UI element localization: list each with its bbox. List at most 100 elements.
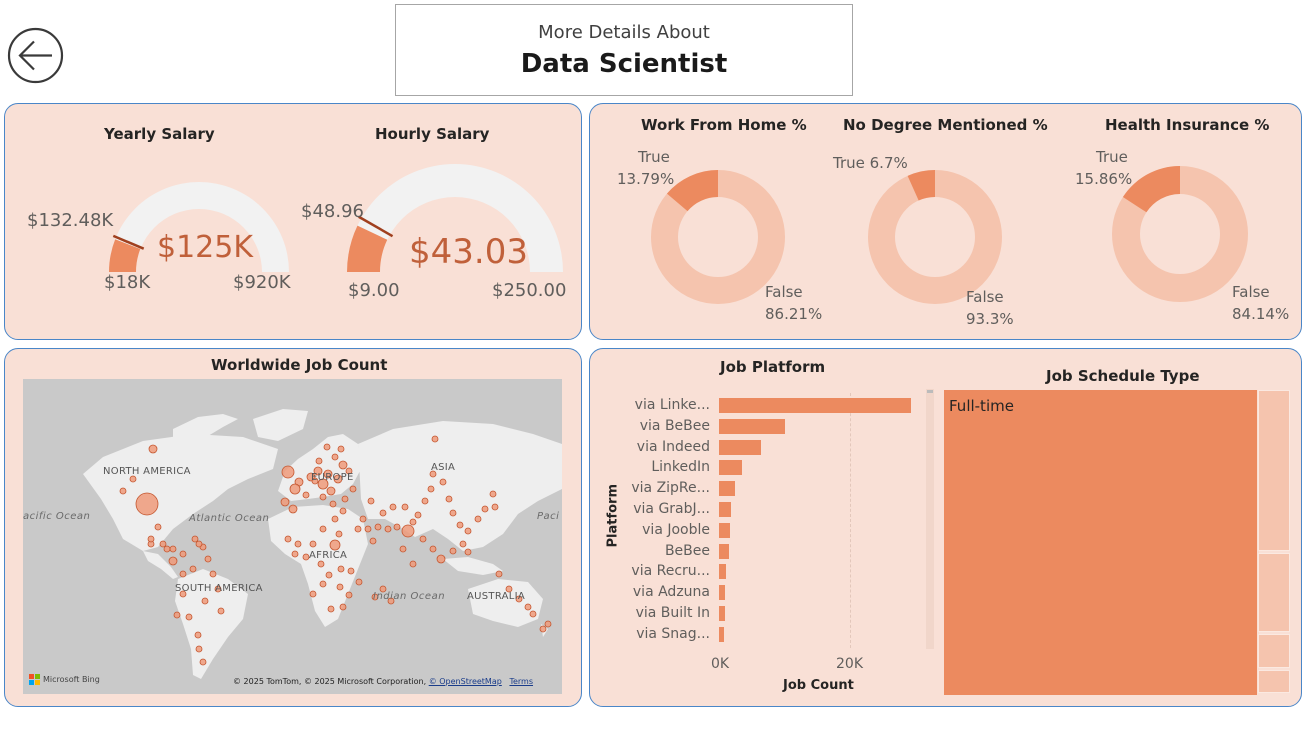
job-location-marker[interactable]	[337, 565, 345, 573]
job-location-marker[interactable]	[281, 465, 295, 479]
job-location-marker[interactable]	[431, 435, 439, 443]
job-location-marker[interactable]	[374, 523, 382, 531]
job-location-marker[interactable]	[384, 525, 392, 533]
job-location-marker[interactable]	[367, 497, 375, 505]
job-location-marker[interactable]	[302, 491, 310, 499]
platform-bar[interactable]	[719, 439, 761, 455]
job-location-marker[interactable]	[379, 509, 387, 517]
job-location-marker[interactable]	[129, 475, 137, 483]
osm-link[interactable]: © OpenStreetMap	[428, 677, 502, 686]
job-location-marker[interactable]	[214, 585, 222, 593]
job-location-marker[interactable]	[389, 503, 397, 511]
treemap-cell-full-time[interactable]: Full-time	[944, 390, 1257, 695]
job-location-marker[interactable]	[199, 658, 207, 666]
job-location-marker[interactable]	[449, 509, 457, 517]
job-location-marker[interactable]	[349, 485, 357, 493]
job-location-marker[interactable]	[539, 625, 547, 633]
job-location-marker[interactable]	[439, 478, 447, 486]
job-location-marker[interactable]	[319, 493, 327, 501]
platform-bar[interactable]	[719, 418, 785, 434]
platform-bar[interactable]	[719, 398, 911, 413]
job-location-marker[interactable]	[311, 477, 319, 485]
job-location-marker[interactable]	[354, 525, 362, 533]
job-location-marker[interactable]	[289, 483, 301, 495]
job-location-marker[interactable]	[326, 486, 336, 496]
job-location-marker[interactable]	[217, 607, 225, 615]
job-location-marker[interactable]	[185, 613, 193, 621]
platform-bar[interactable]	[719, 626, 725, 642]
job-location-marker[interactable]	[194, 631, 202, 639]
job-location-marker[interactable]	[147, 535, 155, 543]
job-location-marker[interactable]	[317, 478, 329, 490]
platform-bar[interactable]	[719, 564, 726, 580]
job-location-marker[interactable]	[337, 445, 345, 453]
job-location-marker[interactable]	[173, 611, 181, 619]
job-location-marker[interactable]	[345, 591, 353, 599]
job-location-marker[interactable]	[421, 497, 429, 505]
job-location-marker[interactable]	[505, 585, 513, 593]
job-location-marker[interactable]	[515, 595, 523, 603]
job-location-marker[interactable]	[456, 521, 464, 529]
job-location-marker[interactable]	[464, 527, 472, 535]
scrollbar-thumb[interactable]	[927, 390, 933, 393]
job-location-marker[interactable]	[414, 511, 422, 519]
insurance-true-slice[interactable]	[1122, 166, 1180, 213]
platform-bar[interactable]	[719, 585, 725, 601]
degree-false-slice[interactable]	[868, 170, 1002, 304]
job-location-marker[interactable]	[409, 560, 417, 568]
job-location-marker[interactable]	[364, 525, 372, 533]
job-location-marker[interactable]	[294, 540, 302, 548]
job-location-marker[interactable]	[148, 444, 158, 454]
job-location-marker[interactable]	[195, 645, 203, 653]
job-location-marker[interactable]	[445, 495, 453, 503]
job-location-marker[interactable]	[154, 523, 162, 531]
job-location-marker[interactable]	[201, 597, 209, 605]
job-location-marker[interactable]	[524, 603, 532, 611]
chart-scrollbar[interactable]	[926, 389, 934, 649]
platform-bar[interactable]	[719, 543, 730, 559]
platform-bar[interactable]	[719, 522, 731, 538]
job-location-marker[interactable]	[429, 470, 437, 478]
job-location-marker[interactable]	[371, 593, 379, 601]
job-location-marker[interactable]	[331, 453, 339, 461]
job-location-marker[interactable]	[401, 503, 409, 511]
job-location-marker[interactable]	[288, 504, 298, 514]
job-location-marker[interactable]	[436, 554, 446, 564]
job-location-marker[interactable]	[339, 603, 347, 611]
job-location-marker[interactable]	[495, 570, 503, 578]
job-location-marker[interactable]	[338, 460, 348, 470]
job-location-marker[interactable]	[291, 550, 299, 558]
job-location-marker[interactable]	[280, 497, 290, 507]
job-location-marker[interactable]	[284, 535, 292, 543]
world-map[interactable]: NORTH AMERICA SOUTH AMERICA EUROPE ASIA …	[23, 379, 562, 694]
job-location-marker[interactable]	[323, 469, 333, 479]
job-location-marker[interactable]	[345, 467, 353, 475]
platform-bar[interactable]	[719, 502, 732, 517]
terms-link[interactable]: Terms	[509, 677, 534, 686]
job-location-marker[interactable]	[529, 610, 537, 618]
job-location-marker[interactable]	[489, 490, 497, 498]
job-location-marker[interactable]	[331, 515, 339, 523]
job-location-marker[interactable]	[429, 545, 437, 553]
job-location-marker[interactable]	[333, 474, 343, 484]
job-location-marker[interactable]	[369, 537, 377, 545]
degree-true-slice[interactable]	[907, 170, 935, 201]
job-location-marker[interactable]	[427, 485, 435, 493]
job-location-marker[interactable]	[359, 515, 367, 523]
job-location-marker[interactable]	[323, 443, 331, 451]
job-location-marker[interactable]	[191, 535, 199, 543]
platform-bar[interactable]	[719, 460, 742, 476]
job-location-marker[interactable]	[491, 503, 499, 511]
job-location-marker[interactable]	[168, 556, 178, 566]
job-location-marker[interactable]	[179, 590, 187, 598]
platform-bar[interactable]	[719, 481, 736, 497]
job-location-marker[interactable]	[313, 466, 323, 476]
job-location-marker[interactable]	[341, 495, 349, 503]
job-location-marker[interactable]	[302, 553, 310, 561]
job-location-marker[interactable]	[401, 524, 415, 538]
job-location-marker[interactable]	[459, 540, 467, 548]
back-button[interactable]	[7, 27, 64, 84]
job-location-marker[interactable]	[544, 620, 552, 628]
job-location-marker[interactable]	[204, 555, 212, 563]
job-location-marker[interactable]	[409, 518, 417, 526]
